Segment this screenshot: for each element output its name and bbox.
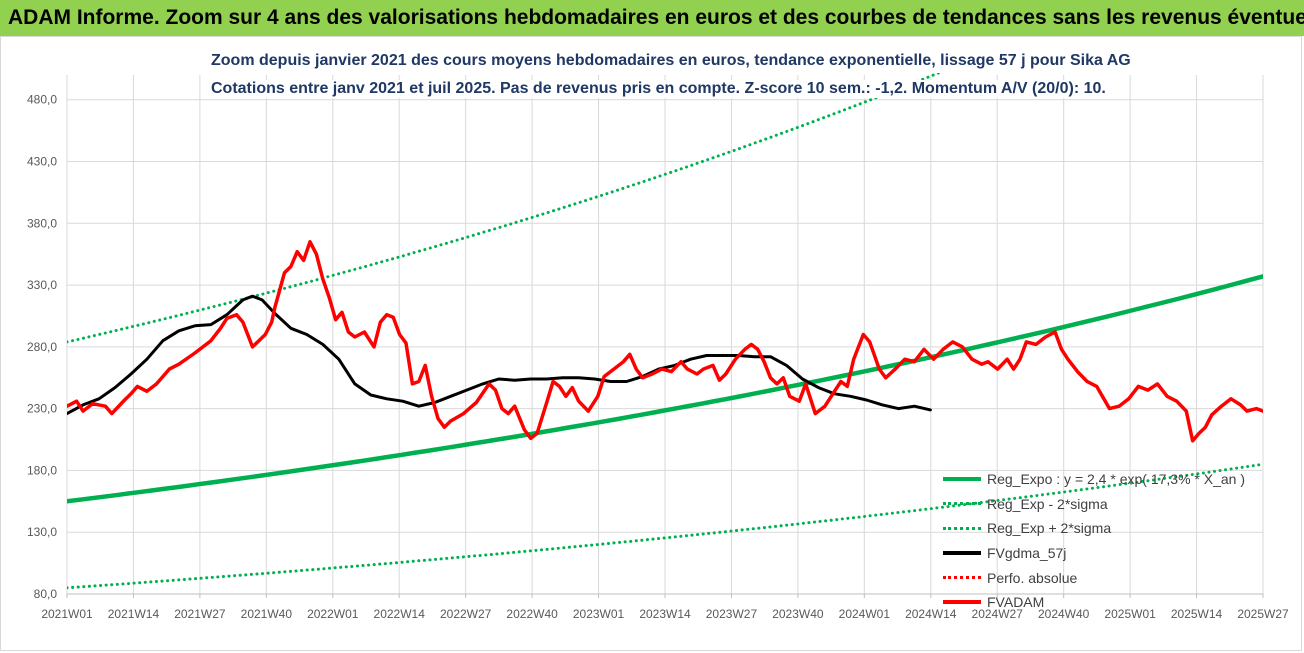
series-lines: [67, 73, 1263, 590]
legend-label: Reg_Exp - 2*sigma: [987, 495, 1108, 512]
y-tick-label: 330,0: [27, 278, 57, 292]
legend-item: FVgdma_57j: [943, 541, 1245, 566]
y-tick-label: 130,0: [27, 525, 57, 539]
page-title: ADAM Informe. Zoom sur 4 ans des valoris…: [0, 0, 1304, 36]
x-tick-label: 2024W01: [839, 607, 891, 621]
legend-label: FVADAM: [987, 594, 1045, 611]
x-tick-label: 2024W14: [905, 607, 957, 621]
x-tick-label: 2023W40: [772, 607, 824, 621]
x-tick-label: 2022W14: [374, 607, 426, 621]
x-tick-label: 2021W27: [174, 607, 226, 621]
x-tick-label: 2025W01: [1104, 607, 1156, 621]
x-tick-label: 2021W01: [41, 607, 93, 621]
legend-swatch: [943, 526, 981, 530]
y-tick-label: 80,0: [34, 587, 58, 601]
legend-item: Reg_Exp - 2*sigma: [943, 492, 1245, 517]
legend: Reg_Expo : y = 2,4 * exp( 17,3% * X_an )…: [943, 467, 1245, 615]
y-tick-label: 380,0: [27, 216, 57, 230]
y-tick-label: 180,0: [27, 463, 57, 477]
series-line-2-reg-exp-2-sigma: [67, 73, 943, 344]
x-tick-label: 2022W40: [506, 607, 558, 621]
legend-item: Reg_Exp + 2*sigma: [943, 516, 1245, 541]
x-tick-label: 2025W14: [1171, 607, 1223, 621]
y-tick-label: 430,0: [27, 155, 57, 169]
legend-label: Reg_Expo : y = 2,4 * exp( 17,3% * X_an ): [987, 471, 1245, 488]
chart-frame: 80,0 130,0 180,0 230,0 280,0 330,0 380,0 430,0 4…: [0, 36, 1302, 651]
x-tick-label: 2023W27: [706, 607, 758, 621]
legend-item: FVADAM: [943, 590, 1245, 615]
series-line-1-reg-exp-2-sigma: [67, 462, 1263, 590]
legend-item: Perfo. absolue: [943, 565, 1245, 590]
series-line-5-fvadam: [67, 240, 1263, 443]
x-tick-label: 2022W27: [440, 607, 492, 621]
y-tick-label: 480,0: [27, 93, 57, 107]
chart-title: Zoom depuis janvier 2021 des cours moyen…: [211, 52, 1131, 70]
x-tick-label: 2022W01: [307, 607, 359, 621]
x-tick-label: 2023W14: [639, 607, 691, 621]
axes: 80,0 130,0 180,0 230,0 280,0 330,0 380,0 430,0 4…: [27, 93, 1289, 621]
x-tick-label: 2024W27: [972, 607, 1024, 621]
line-chart: 80,0 130,0 180,0 230,0 280,0 330,0 380,0 430,0 4…: [27, 73, 1289, 621]
series-line-0-reg-expo-y-2-4-exp-17-3-x-an: [67, 274, 1263, 504]
x-tick-label: 2021W14: [108, 607, 160, 621]
legend-label: Perfo. absolue: [987, 569, 1078, 586]
chart-subtitle: Cotations entre janv 2021 et juil 2025. …: [211, 80, 1106, 98]
legend-label: FVgdma_57j: [987, 545, 1067, 562]
series-line-3-fvgdma-57j: [67, 294, 932, 416]
legend-swatch: [943, 477, 981, 482]
x-tick-label: 2023W01: [573, 607, 625, 621]
y-tick-label: 280,0: [27, 340, 57, 354]
x-tick-label: 2021W40: [241, 607, 293, 621]
legend-swatch: [943, 502, 981, 506]
x-tick-label: 2025W27: [1237, 607, 1289, 621]
legend-swatch: [943, 551, 981, 556]
legend-swatch: [943, 600, 981, 605]
legend-item: Reg_Expo : y = 2,4 * exp( 17,3% * X_an ): [943, 467, 1245, 492]
legend-label: Reg_Exp + 2*sigma: [987, 520, 1112, 537]
legend-swatch: [943, 576, 981, 580]
y-tick-label: 230,0: [27, 402, 57, 416]
x-tick-label: 2024W40: [1038, 607, 1090, 621]
